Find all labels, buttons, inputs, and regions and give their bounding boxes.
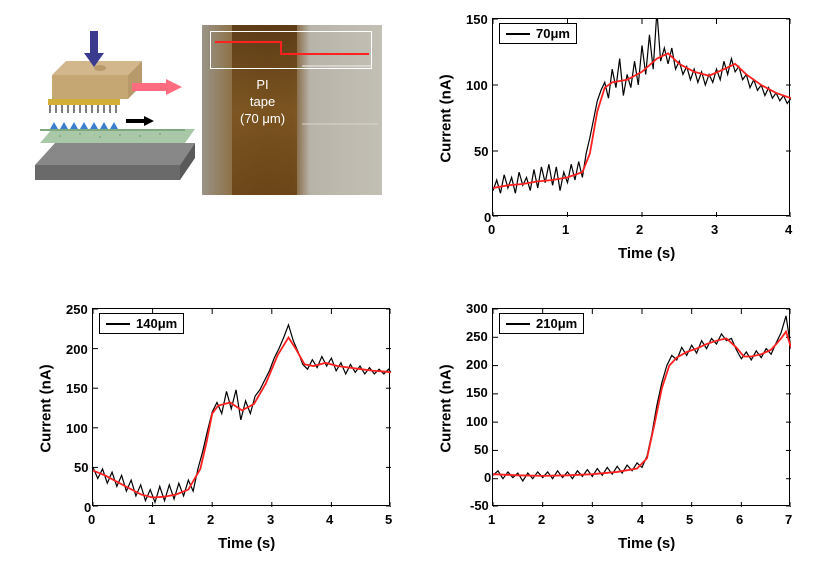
plot-140: 140μm [92,308,390,506]
legend-70: 70μm [499,23,577,44]
schematic-diagram [30,25,200,195]
legend-210: 210μm [499,313,584,334]
panel-chart-140: Current (nA) Time (s) 140μm 0 50 100 150… [30,300,400,550]
plot-210: 210μm [492,308,790,506]
xlabel-210: Time (s) [618,535,675,552]
photo-label: PI tape (70 μm) [240,77,285,128]
plot-70: 70μm [492,18,790,216]
photo-pi-tape: PI tape (70 μm) [202,25,382,195]
panel-schematic-photo: PI tape (70 μm) [30,25,385,195]
xlabel-140: Time (s) [218,535,275,552]
panel-chart-210: Current (nA) Time (s) 210μm -50 0 50 100… [430,300,800,550]
step-inset [210,31,372,69]
ylabel-210: Current (nA) [438,364,455,452]
panel-chart-70: Current (nA) Time (s) 70μm 0 50 100 150 … [430,10,800,260]
legend-140: 140μm [99,313,184,334]
ylabel-140: Current (nA) [38,364,55,452]
ylabel-70: Current (nA) [438,74,455,162]
xlabel-70: Time (s) [618,245,675,262]
